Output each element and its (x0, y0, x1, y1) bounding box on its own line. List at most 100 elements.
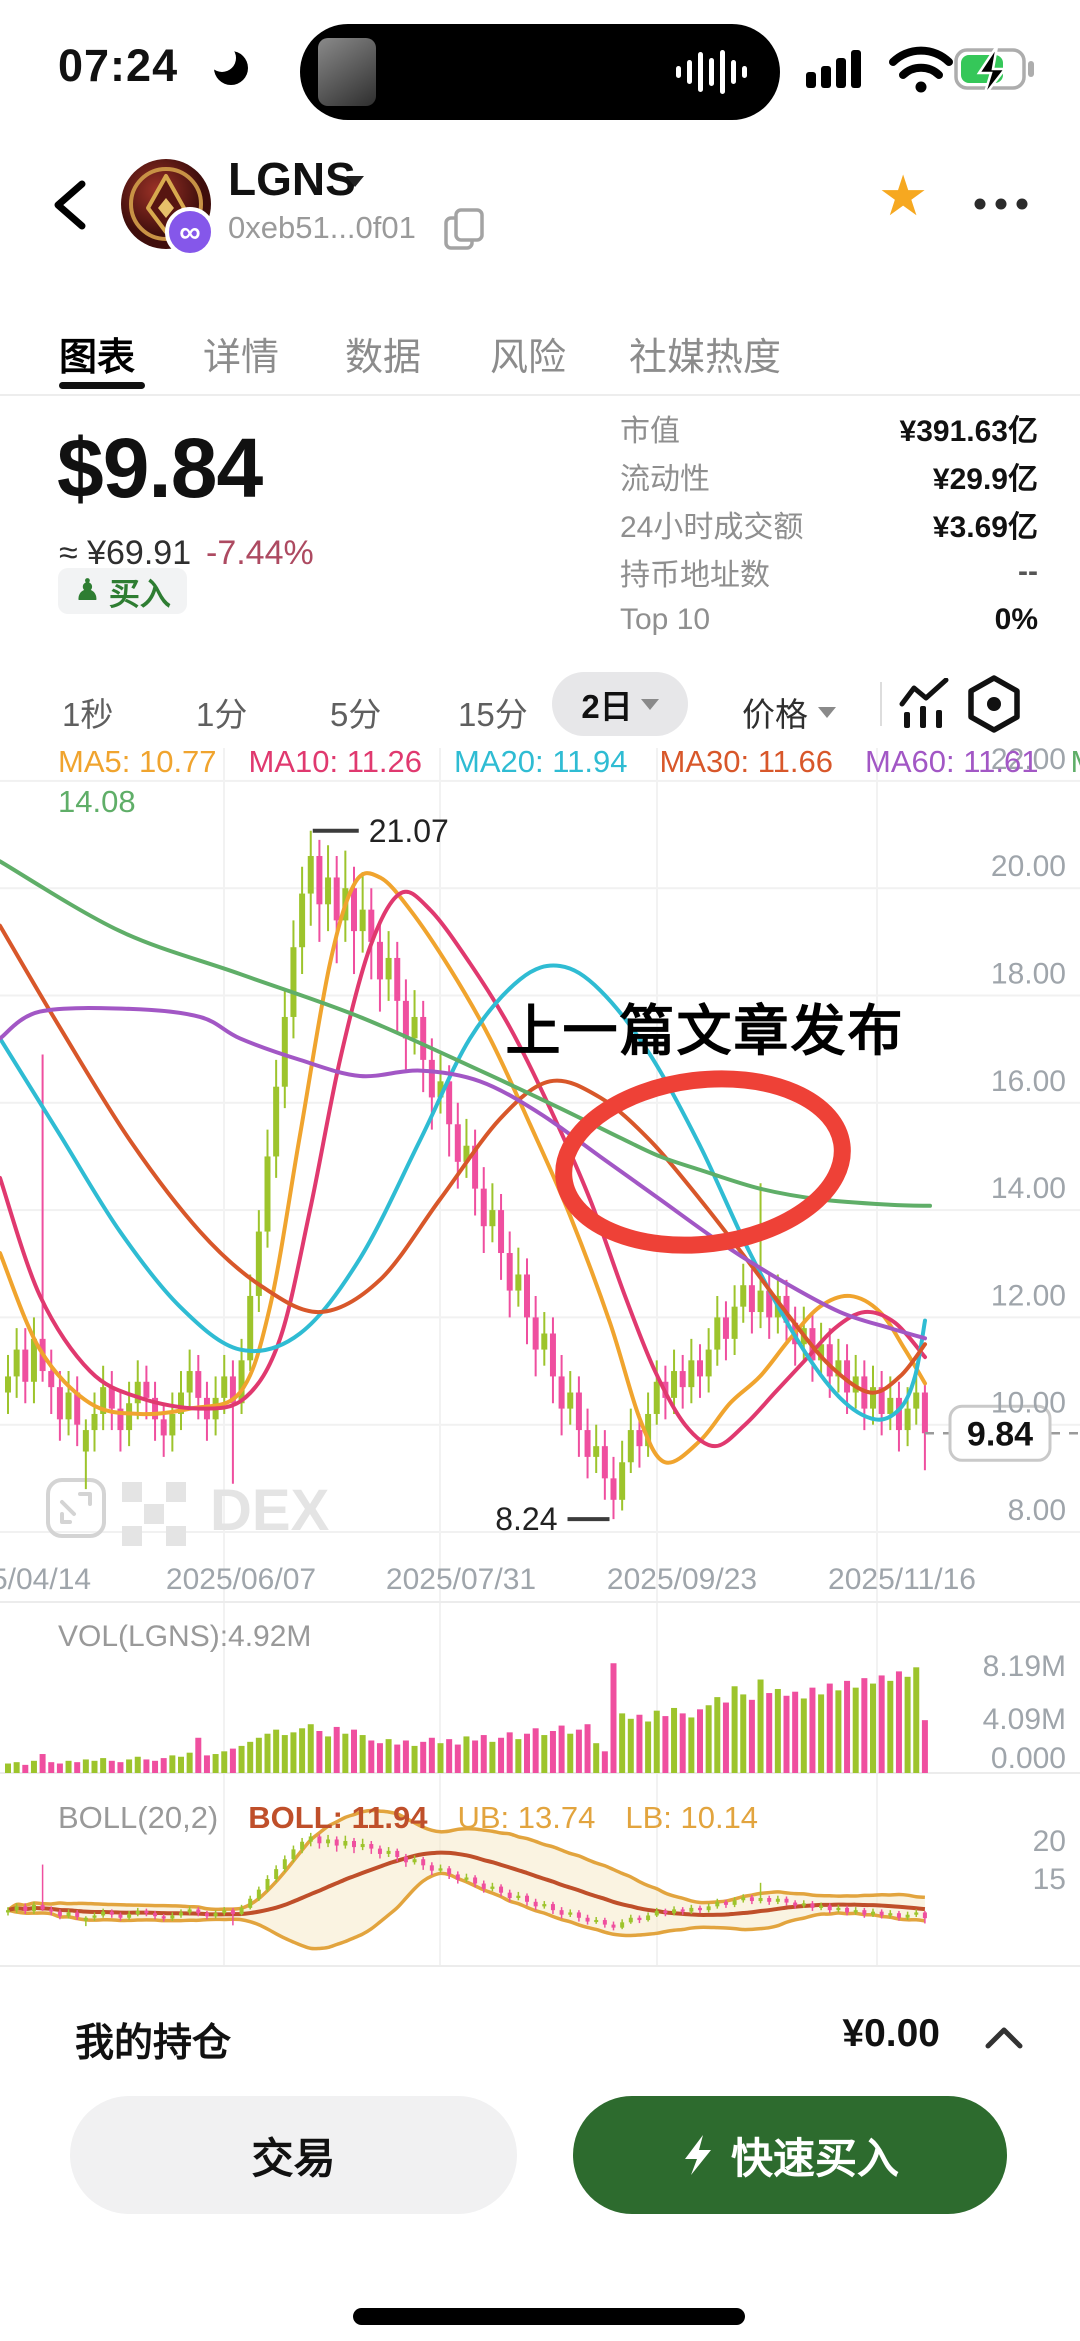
more-menu-button[interactable] (968, 192, 1038, 216)
timeframe-selected[interactable]: 2日 (552, 672, 688, 736)
boll-candle-body (213, 1913, 218, 1917)
boll-candle-body (499, 1886, 504, 1893)
cellular-signal-icon (806, 50, 861, 88)
boll-candle-body (741, 1897, 746, 1901)
volume-bar (212, 1754, 219, 1773)
volume-bar (100, 1758, 107, 1773)
boll-candle-body (819, 1905, 824, 1908)
price-chart[interactable]: DEX 21.07 8.24 9.84 22.00 20.00 18.00 16.00 14.0… (0, 740, 1080, 1976)
tab-details[interactable]: 详情 (203, 337, 280, 379)
boll-candle-body (845, 1907, 850, 1913)
volume-bar (913, 1667, 920, 1773)
candle-body (48, 1371, 55, 1388)
timeframe-1s[interactable]: 1秒 (62, 696, 114, 733)
volume-bar (653, 1710, 660, 1773)
timeframe-15m[interactable]: 15分 (458, 696, 528, 733)
tab-social-heat[interactable]: 社媒热度 (629, 337, 782, 379)
volume-bar (524, 1733, 530, 1774)
tabs-divider (0, 394, 1080, 396)
ma10-label: MA10: 11.26 (248, 744, 423, 779)
ma120-label: MA120: (1070, 742, 1080, 782)
clock-time: 07:24 (58, 40, 179, 91)
boll-candle-body (749, 1897, 754, 1902)
okx-logo-block (122, 1482, 142, 1502)
svg-text:∞: ∞ (179, 216, 200, 249)
boll-candle-body (455, 1874, 460, 1880)
candle-body (498, 1210, 505, 1254)
volume-bar (385, 1739, 392, 1774)
chart-settings-icon[interactable] (964, 674, 1024, 734)
boll-candle-body (507, 1892, 512, 1898)
volume-bar (593, 1743, 600, 1773)
quick-buy-button[interactable]: 快速买入 (573, 2096, 1007, 2214)
boll-candle-body (248, 1898, 253, 1908)
volume-bar (108, 1760, 115, 1773)
signal-badge: ♟ 买入 (58, 568, 187, 614)
current-price-value: 9.84 (967, 1415, 1033, 1453)
y-axis-label: 8.00 (1008, 1494, 1066, 1527)
token-symbol[interactable]: LGNS (228, 153, 356, 205)
boll-candle-body (412, 1859, 417, 1863)
boll-candle-body (429, 1865, 434, 1871)
candle-body (160, 1419, 167, 1436)
candle-body (247, 1295, 254, 1361)
token-stats: 市值 ¥391.63亿 流动性 ¥29.9亿 24小时成交额 ¥3.69亿 持币地址数… (620, 404, 1038, 644)
volume-bar (809, 1687, 816, 1774)
toolbar-divider (880, 682, 882, 726)
back-button[interactable] (48, 176, 96, 234)
volume-bar (169, 1755, 176, 1774)
y-axis-label: 18.00 (991, 958, 1066, 991)
ma-line-ma10 (0, 889, 927, 1449)
symbol-dropdown-caret-icon[interactable] (346, 176, 364, 187)
volume-bar (247, 1741, 254, 1773)
favorite-star-icon[interactable]: ★ (878, 164, 929, 227)
fullscreen-icon[interactable] (46, 1478, 106, 1538)
boll-candle-body (758, 1898, 763, 1902)
moon-icon (208, 44, 248, 85)
metric-selector[interactable]: 价格 (742, 688, 836, 736)
volume-bar (688, 1717, 695, 1774)
volume-bar (342, 1733, 349, 1774)
volume-bar (290, 1732, 297, 1773)
positions-collapse-chevron[interactable] (982, 2024, 1026, 2054)
candle-body (126, 1403, 133, 1431)
volume-bar (671, 1707, 678, 1773)
volume-bar (697, 1709, 703, 1773)
red-circle-annotation (555, 1070, 851, 1254)
chart-style-icon[interactable] (896, 678, 954, 732)
boll-candle-body (369, 1844, 374, 1849)
volume-bar (549, 1731, 556, 1774)
candle-body (30, 1338, 37, 1382)
trade-button[interactable]: 交易 (70, 2096, 517, 2214)
candle-body (152, 1397, 159, 1420)
boll-candle-body (161, 1916, 166, 1919)
volume-bar (705, 1705, 712, 1773)
candle-body (904, 1408, 911, 1431)
candle-body (636, 1430, 643, 1447)
candle-body (402, 1000, 409, 1039)
ma5-label: MA5: 10.77 (58, 744, 217, 779)
timeframe-1m[interactable]: 1分 (196, 696, 248, 733)
candle-body (411, 1016, 418, 1039)
boll-candle-body (481, 1883, 486, 1889)
boll-candle-body (516, 1895, 521, 1898)
candle-body (558, 1376, 565, 1409)
boll-candle-body (680, 1909, 685, 1912)
candle-body (195, 1371, 202, 1398)
volume-bar (584, 1724, 591, 1773)
volume-bar (532, 1728, 539, 1773)
boll-candle-body (654, 1910, 659, 1916)
copy-address-icon[interactable] (440, 204, 492, 256)
tab-risk[interactable]: 风险 (490, 337, 567, 379)
timeframe-5m[interactable]: 5分 (330, 696, 382, 733)
candle-body (186, 1371, 193, 1393)
candle-body (887, 1397, 894, 1414)
volume-bar (437, 1743, 444, 1773)
volume-bar (13, 1762, 20, 1773)
home-indicator[interactable] (353, 2308, 745, 2325)
volume-bar (541, 1735, 548, 1773)
volume-bar (463, 1736, 470, 1774)
tab-chart[interactable]: 图表 (59, 337, 136, 379)
candle-body (506, 1253, 513, 1291)
tab-data[interactable]: 数据 (345, 337, 422, 379)
